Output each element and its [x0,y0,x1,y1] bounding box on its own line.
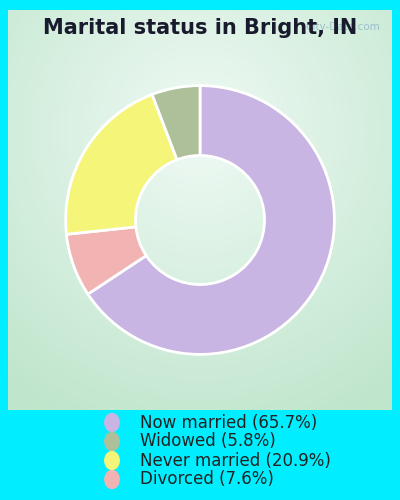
Wedge shape [88,86,334,354]
Text: Never married (20.9%): Never married (20.9%) [140,452,331,469]
Text: City-Data.com: City-Data.com [306,22,380,32]
Wedge shape [66,227,146,294]
Text: Marital status in Bright, IN: Marital status in Bright, IN [43,18,357,38]
Wedge shape [152,86,200,160]
Text: Now married (65.7%): Now married (65.7%) [140,414,317,432]
Text: Widowed (5.8%): Widowed (5.8%) [140,432,276,450]
Text: Divorced (7.6%): Divorced (7.6%) [140,470,274,488]
Wedge shape [66,94,177,234]
